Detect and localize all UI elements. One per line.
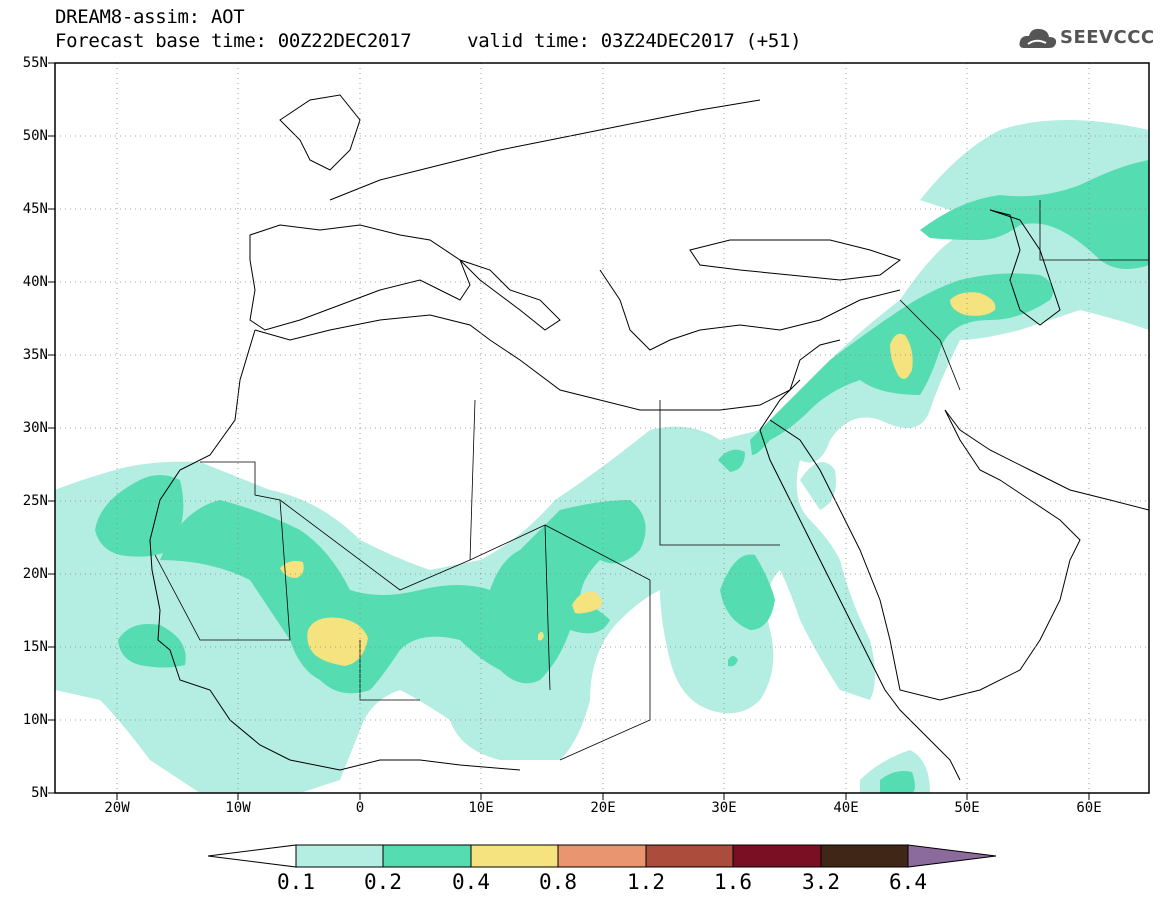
colorbar-swatch [820,844,909,868]
lat-label: 10N [22,712,48,728]
algeria-libya-border [469,399,476,561]
colorbar-label: 0.4 [452,870,490,894]
graticule [55,63,1149,793]
logo-text: SEEVCCC [1060,27,1155,48]
lat-label: 55N [22,55,48,71]
aot-band-0.2 [95,160,1149,793]
lon-label: 20E [590,800,616,816]
colorbar-label: 0.1 [277,870,315,894]
west-africa-coast [149,329,521,771]
lon-label: 30E [711,800,737,816]
colorbar-above-triangle [907,844,997,868]
lon-label: 20W [104,800,130,816]
lat-label: 5N [31,785,48,801]
niger-chad-border [544,524,551,691]
colorbar-swatch [470,844,559,868]
sahel-border [359,640,420,701]
chart-title: DREAM8-assim: AOT [55,6,245,28]
iraq-border [899,299,961,391]
north-africa-coast [254,314,841,411]
lat-label: 30N [22,420,48,436]
coastlines [149,94,1149,781]
colorbar-label: 6.4 [889,870,927,894]
colorbar-label: 3.2 [802,870,840,894]
gulf-coast [944,409,1149,511]
lon-label: 60E [1076,800,1102,816]
lon-label: 10W [225,800,251,816]
colorbar-label: 1.6 [714,870,752,894]
central-asia-border [1039,200,1149,261]
lon-label: 40E [833,800,859,816]
lat-label: 25N [22,493,48,509]
aot-band-0.4 [280,292,996,666]
lat-label: 45N [22,201,48,217]
axis-ticks [48,62,1090,800]
red-sea-west [759,379,961,781]
forecast-time-line: Forecast base time: 00Z22DEC2017 valid t… [55,30,802,52]
colorbar-label: 0.8 [539,870,577,894]
cloud-icon [1019,28,1057,48]
colorbar-swatch [382,844,472,868]
colorbar-label: 0.2 [364,870,402,894]
lat-label: 50N [22,128,48,144]
lon-label: 0 [355,800,365,816]
colorbar-swatch [557,844,647,868]
borders [154,200,1149,761]
europe-north [329,99,761,201]
lat-label: 40N [22,274,48,290]
black-sea [689,239,902,281]
colorbar-swatch [645,844,734,868]
colorbar-below-triangle [207,844,297,868]
colorbar-swatch [732,844,822,868]
lat-label: 20N [22,566,48,582]
arabia [769,409,1081,701]
lat-label: 35N [22,347,48,363]
britain [279,94,361,171]
iberia [249,224,471,331]
italy [459,259,561,331]
lon-label: 50E [954,800,980,816]
lon-label: 10E [468,800,494,816]
seevccc-logo: SEEVCCC [1018,22,1155,56]
colorbar-label: 1.2 [627,870,665,894]
colorbar-swatch [295,844,384,868]
aot-fields [55,120,1149,793]
egypt-sudan-border [659,400,780,546]
lat-label: 15N [22,639,48,655]
caspian-sea [989,209,1061,326]
balkans-turkey [599,269,901,351]
